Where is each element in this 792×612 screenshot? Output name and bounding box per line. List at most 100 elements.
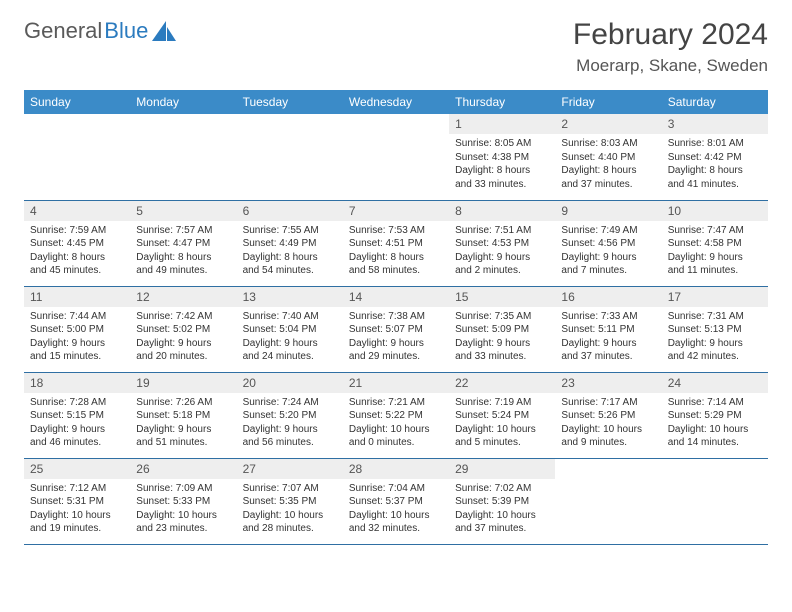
sunrise-line: Sunrise: 7:33 AM: [561, 310, 655, 324]
day-details: Sunrise: 8:03 AMSunset: 4:40 PMDaylight:…: [555, 134, 661, 195]
day-number: 10: [662, 201, 768, 221]
day-details: Sunrise: 7:19 AMSunset: 5:24 PMDaylight:…: [449, 393, 555, 454]
day-details: Sunrise: 7:28 AMSunset: 5:15 PMDaylight:…: [24, 393, 130, 454]
daylight-line: Daylight: 9 hours and 33 minutes.: [455, 337, 549, 364]
day-details: Sunrise: 7:38 AMSunset: 5:07 PMDaylight:…: [343, 307, 449, 368]
day-details: Sunrise: 7:53 AMSunset: 4:51 PMDaylight:…: [343, 221, 449, 282]
sunrise-line: Sunrise: 7:19 AM: [455, 396, 549, 410]
sunrise-line: Sunrise: 7:53 AM: [349, 224, 443, 238]
day-number: 6: [237, 201, 343, 221]
calendar-day-cell: 27 Sunrise: 7:07 AMSunset: 5:35 PMDayligh…: [237, 458, 343, 544]
day-details: Sunrise: 7:47 AMSunset: 4:58 PMDaylight:…: [662, 221, 768, 282]
daylight-line: Daylight: 9 hours and 56 minutes.: [243, 423, 337, 450]
calendar-day-cell: 1Sunrise: 8:05 AMSunset: 4:38 PMDaylight…: [449, 114, 555, 200]
sunrise-line: Sunrise: 8:01 AM: [668, 137, 762, 151]
sunset-line: Sunset: 4:45 PM: [30, 237, 124, 251]
calendar-day-cell: [237, 114, 343, 200]
day-number: 11: [24, 287, 130, 307]
day-details: Sunrise: 7:33 AMSunset: 5:11 PMDaylight:…: [555, 307, 661, 368]
sunset-line: Sunset: 5:37 PM: [349, 495, 443, 509]
day-of-week-header: Monday: [130, 90, 236, 114]
sunset-line: Sunset: 5:00 PM: [30, 323, 124, 337]
day-number: 20: [237, 373, 343, 393]
calendar-day-cell: 22Sunrise: 7:19 AMSunset: 5:24 PMDayligh…: [449, 372, 555, 458]
day-number: 5: [130, 201, 236, 221]
page-title: February 2024: [573, 18, 768, 52]
day-number: 29: [449, 459, 555, 479]
calendar-day-cell: [555, 458, 661, 544]
sunset-line: Sunset: 5:29 PM: [668, 409, 762, 423]
daylight-line: Daylight: 9 hours and 11 minutes.: [668, 251, 762, 278]
sunrise-line: Sunrise: 8:03 AM: [561, 137, 655, 151]
calendar-day-cell: 3Sunrise: 8:01 AMSunset: 4:42 PMDaylight…: [662, 114, 768, 200]
location-subtitle: Moerarp, Skane, Sweden: [573, 56, 768, 76]
calendar-day-cell: 8Sunrise: 7:51 AMSunset: 4:53 PMDaylight…: [449, 200, 555, 286]
day-details: Sunrise: 7:12 AMSunset: 5:31 PMDaylight:…: [24, 479, 130, 540]
day-details: Sunrise: 7:59 AMSunset: 4:45 PMDaylight:…: [24, 221, 130, 282]
calendar-week-row: 25Sunrise: 7:12 AMSunset: 5:31 PMDayligh…: [24, 458, 768, 544]
logo-text-1: General: [24, 18, 102, 44]
daylight-line: Daylight: 10 hours and 5 minutes.: [455, 423, 549, 450]
sunrise-line: Sunrise: 7:42 AM: [136, 310, 230, 324]
sunrise-line: Sunrise: 7:04 AM: [349, 482, 443, 496]
day-number: 14: [343, 287, 449, 307]
day-details: Sunrise: 7:44 AMSunset: 5:00 PMDaylight:…: [24, 307, 130, 368]
daylight-line: Daylight: 10 hours and 19 minutes.: [30, 509, 124, 536]
daylight-line: Daylight: 9 hours and 2 minutes.: [455, 251, 549, 278]
day-details: Sunrise: 7:42 AMSunset: 5:02 PMDaylight:…: [130, 307, 236, 368]
daylight-line: Daylight: 8 hours and 49 minutes.: [136, 251, 230, 278]
calendar-day-cell: 5Sunrise: 7:57 AMSunset: 4:47 PMDaylight…: [130, 200, 236, 286]
sunrise-line: Sunrise: 7:28 AM: [30, 396, 124, 410]
calendar-day-cell: [343, 114, 449, 200]
day-number: 16: [555, 287, 661, 307]
daylight-line: Daylight: 9 hours and 29 minutes.: [349, 337, 443, 364]
calendar-head: SundayMondayTuesdayWednesdayThursdayFrid…: [24, 90, 768, 114]
day-details: Sunrise: 7:51 AMSunset: 4:53 PMDaylight:…: [449, 221, 555, 282]
day-of-week-header: Tuesday: [237, 90, 343, 114]
day-number: 13: [237, 287, 343, 307]
day-number: 19: [130, 373, 236, 393]
day-details: Sunrise: 7:21 AMSunset: 5:22 PMDaylight:…: [343, 393, 449, 454]
sunrise-line: Sunrise: 7:47 AM: [668, 224, 762, 238]
calendar-day-cell: 17Sunrise: 7:31 AMSunset: 5:13 PMDayligh…: [662, 286, 768, 372]
sunrise-line: Sunrise: 7:55 AM: [243, 224, 337, 238]
daylight-line: Daylight: 9 hours and 51 minutes.: [136, 423, 230, 450]
calendar-day-cell: 29Sunrise: 7:02 AMSunset: 5:39 PMDayligh…: [449, 458, 555, 544]
calendar-day-cell: 11Sunrise: 7:44 AMSunset: 5:00 PMDayligh…: [24, 286, 130, 372]
sunset-line: Sunset: 4:51 PM: [349, 237, 443, 251]
calendar-day-cell: [662, 458, 768, 544]
calendar-table: SundayMondayTuesdayWednesdayThursdayFrid…: [24, 90, 768, 545]
day-of-week-header: Friday: [555, 90, 661, 114]
calendar-day-cell: [24, 114, 130, 200]
day-number: 9: [555, 201, 661, 221]
calendar-day-cell: 19Sunrise: 7:26 AMSunset: 5:18 PMDayligh…: [130, 372, 236, 458]
sunrise-line: Sunrise: 7:49 AM: [561, 224, 655, 238]
day-number: 26: [130, 459, 236, 479]
calendar-day-cell: 12Sunrise: 7:42 AMSunset: 5:02 PMDayligh…: [130, 286, 236, 372]
sunset-line: Sunset: 4:42 PM: [668, 151, 762, 165]
day-number: 22: [449, 373, 555, 393]
sunset-line: Sunset: 5:18 PM: [136, 409, 230, 423]
day-number: 8: [449, 201, 555, 221]
daylight-line: Daylight: 8 hours and 58 minutes.: [349, 251, 443, 278]
sunset-line: Sunset: 5:31 PM: [30, 495, 124, 509]
sunset-line: Sunset: 4:49 PM: [243, 237, 337, 251]
sunset-line: Sunset: 4:56 PM: [561, 237, 655, 251]
daylight-line: Daylight: 10 hours and 28 minutes.: [243, 509, 337, 536]
day-number: 4: [24, 201, 130, 221]
sunrise-line: Sunrise: 7:07 AM: [243, 482, 337, 496]
daylight-line: Daylight: 8 hours and 41 minutes.: [668, 164, 762, 191]
day-number: 27: [237, 459, 343, 479]
sunset-line: Sunset: 4:47 PM: [136, 237, 230, 251]
sunrise-line: Sunrise: 7:12 AM: [30, 482, 124, 496]
sunset-line: Sunset: 5:35 PM: [243, 495, 337, 509]
daylight-line: Daylight: 8 hours and 33 minutes.: [455, 164, 549, 191]
day-number: 17: [662, 287, 768, 307]
day-of-week-header: Thursday: [449, 90, 555, 114]
calendar-body: 1Sunrise: 8:05 AMSunset: 4:38 PMDaylight…: [24, 114, 768, 544]
logo: GeneralBlue: [24, 18, 176, 44]
sunset-line: Sunset: 4:53 PM: [455, 237, 549, 251]
sunset-line: Sunset: 5:26 PM: [561, 409, 655, 423]
calendar-week-row: 1Sunrise: 8:05 AMSunset: 4:38 PMDaylight…: [24, 114, 768, 200]
calendar-day-cell: 26Sunrise: 7:09 AMSunset: 5:33 PMDayligh…: [130, 458, 236, 544]
